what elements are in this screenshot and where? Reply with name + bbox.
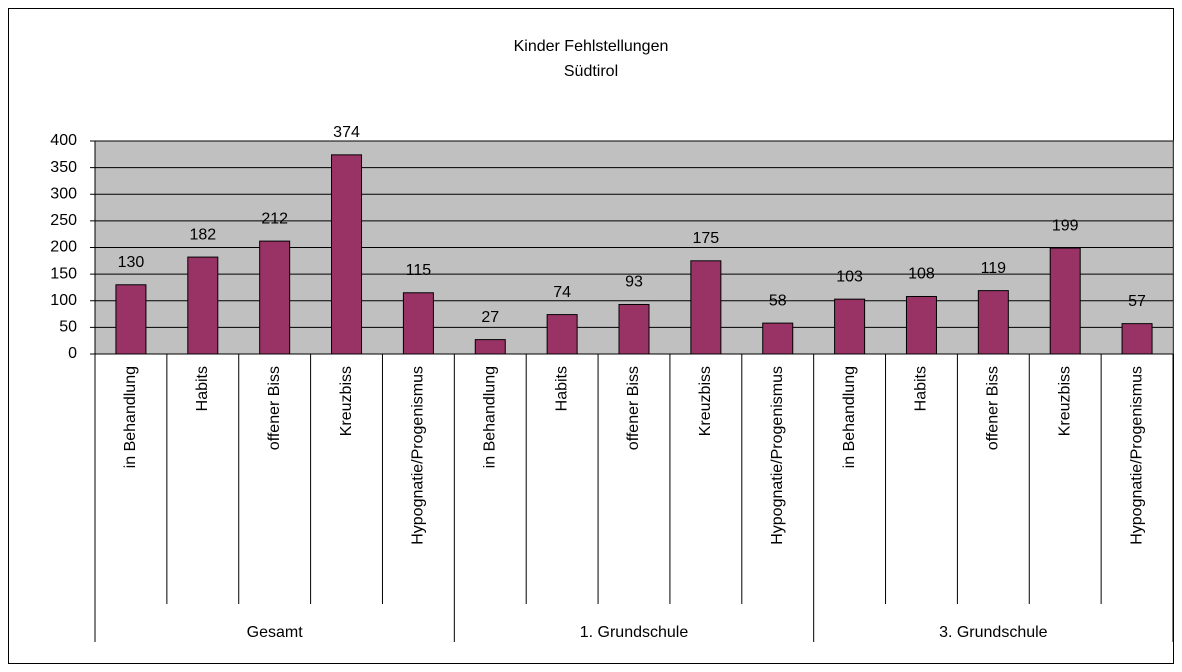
bar: [474, 339, 506, 355]
data-label: 57: [1128, 293, 1146, 310]
bar: [259, 240, 291, 355]
data-label: 74: [553, 284, 571, 301]
data-label: 103: [836, 268, 863, 285]
x-tick-label: Kreuzbiss: [338, 366, 355, 436]
bar: [762, 322, 794, 355]
bar: [1049, 247, 1081, 355]
data-label: 182: [189, 226, 216, 243]
bar: [905, 295, 937, 355]
data-label: 58: [769, 292, 787, 309]
data-label: 199: [1052, 217, 1079, 234]
data-label: 115: [406, 262, 432, 279]
chart-subtitle: Südtirol: [564, 63, 618, 80]
x-tick-label: Habits: [553, 366, 570, 411]
group-label: 1. Grundschule: [580, 624, 689, 641]
x-tick-label: Kreuzbiss: [697, 366, 714, 436]
data-label: 130: [118, 254, 145, 271]
x-tick-label: offener Biss: [985, 366, 1002, 450]
chart-title: Kinder Fehlstellungen: [514, 38, 669, 55]
x-tick-label: in Behandlung: [841, 366, 858, 468]
bar: [546, 314, 578, 355]
group-label: 3. Grundschule: [939, 624, 1048, 641]
x-tick-label: in Behandlung: [481, 366, 498, 468]
bar: [402, 292, 434, 355]
data-label: 212: [261, 210, 288, 227]
x-tick-label: offener Biss: [266, 366, 283, 450]
y-tick-label: 200: [50, 239, 77, 256]
bar: [187, 256, 219, 355]
y-tick-label: 400: [50, 132, 77, 149]
bar: [618, 303, 650, 355]
y-tick-label: 0: [68, 345, 77, 362]
data-label: 27: [481, 309, 499, 326]
group-label: Gesamt: [247, 624, 304, 641]
bar: [834, 298, 866, 355]
y-tick-label: 350: [50, 159, 77, 176]
x-tick-label: Hypognatie/Progenismus: [1128, 366, 1145, 545]
bar: [690, 260, 722, 355]
x-tick-label: in Behandlung: [122, 366, 139, 468]
y-tick-label: 150: [50, 265, 77, 282]
bar: [115, 284, 147, 355]
y-tick-label: 50: [59, 319, 77, 336]
bar: [331, 154, 363, 355]
y-tick-label: 300: [50, 185, 77, 202]
data-label: 93: [625, 274, 643, 291]
data-label: 374: [333, 124, 360, 141]
x-tick-label: Habits: [913, 366, 930, 411]
x-tick-label: Hypognatie/Progenismus: [769, 366, 786, 545]
data-label: 175: [693, 230, 720, 247]
y-tick-label: 100: [50, 292, 77, 309]
x-tick-label: Hypognatie/Progenismus: [410, 366, 427, 545]
data-label: 108: [908, 266, 935, 283]
bar: [1121, 323, 1153, 355]
bar: [977, 290, 1009, 355]
x-tick-label: Habits: [194, 366, 211, 411]
y-tick-label: 250: [50, 212, 77, 229]
data-label: 119: [981, 260, 1007, 277]
x-tick-label: offener Biss: [625, 366, 642, 450]
x-tick-label: Kreuzbiss: [1056, 366, 1073, 436]
